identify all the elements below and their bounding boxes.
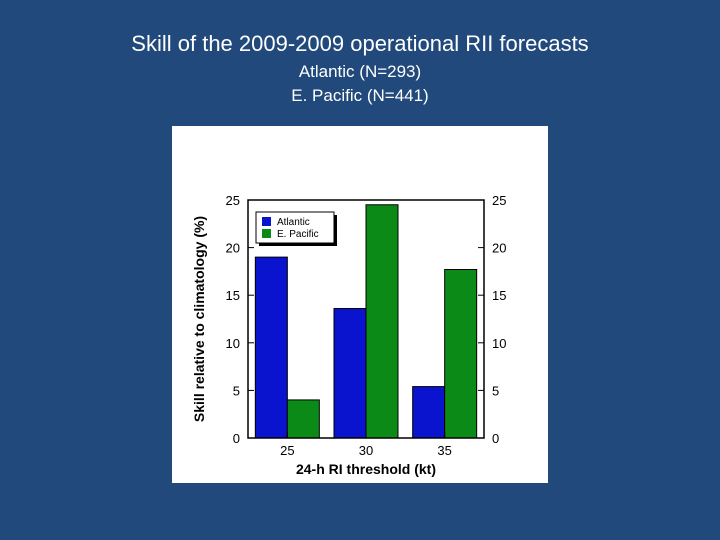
bar-chart: 0 0 5 5 10 10 15 15 20 20 25 25 25 30 35 Atlantic E. P… <box>191 193 507 477</box>
y-tick-label-right-15: 15 <box>492 288 506 303</box>
y-tick-label-left-10: 10 <box>226 336 240 351</box>
x-tick-label-25: 25 <box>280 443 294 458</box>
bar-e-pacific-35 <box>444 268 478 439</box>
slide-subtitle-atlantic: Atlantic (N=293) <box>298 62 422 81</box>
y-tick-label-right-20: 20 <box>492 241 506 256</box>
bar-atlantic-35 <box>412 386 446 439</box>
y-tick-label-right-10: 10 <box>492 336 506 351</box>
bars-group <box>254 204 478 439</box>
y-tick-label-left-20: 20 <box>226 241 240 256</box>
slide-subtitle-epacific: E. Pacific (N=441) <box>291 86 429 105</box>
legend-swatch-epacific <box>262 229 271 238</box>
chart-panel: 0 0 5 5 10 10 15 15 20 20 25 25 25 30 35 Atlantic E. P… <box>172 126 548 483</box>
y-tick-label-left-5: 5 <box>233 383 240 398</box>
legend: Atlantic E. Pacific <box>255 211 337 246</box>
x-tick-label-30: 30 <box>359 443 373 458</box>
y-axis-title: Skill relative to climatology (%) <box>191 216 207 422</box>
y-tick-label-left-0: 0 <box>233 431 240 446</box>
bar-e-pacific-30 <box>365 204 399 439</box>
x-axis-title: 24-h RI threshold (kt) <box>296 461 436 477</box>
y-tick-label-left-25: 25 <box>226 193 240 208</box>
legend-swatch-atlantic <box>262 217 271 226</box>
slide-title: Skill of the 2009-2009 operational RII f… <box>131 31 589 56</box>
y-tick-label-right-0: 0 <box>492 431 499 446</box>
bar-atlantic-30 <box>333 308 367 439</box>
y-tick-label-right-5: 5 <box>492 383 499 398</box>
legend-label-epacific: E. Pacific <box>277 229 319 240</box>
y-tick-label-left-15: 15 <box>226 288 240 303</box>
bar-atlantic-25 <box>254 256 288 439</box>
ticks-group: 0 0 5 5 10 10 15 15 20 20 25 25 25 30 35 <box>226 193 507 458</box>
bar-e-pacific-25 <box>286 399 320 439</box>
x-tick-label-35: 35 <box>437 443 451 458</box>
legend-label-atlantic: Atlantic <box>277 217 310 228</box>
y-tick-label-right-25: 25 <box>492 193 506 208</box>
